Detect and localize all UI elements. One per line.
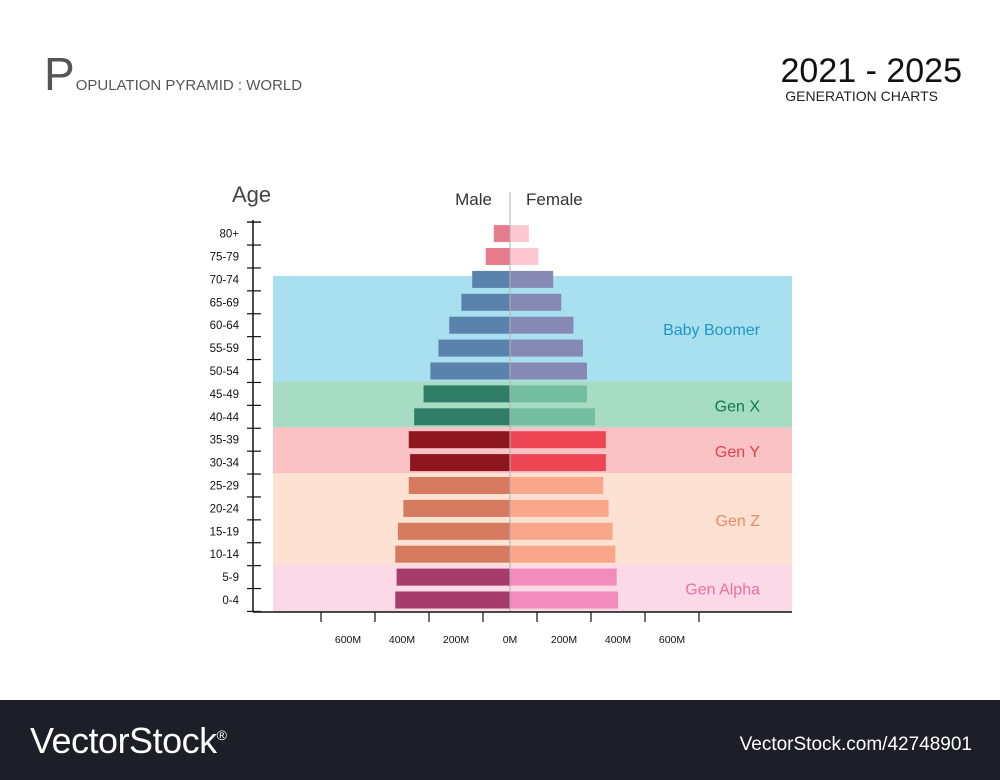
- year-range: 2021 - 2025: [780, 52, 963, 90]
- female-bar-25-29: [510, 477, 604, 494]
- male-bar-25-29: [408, 477, 510, 494]
- age-label-45-49: 45-49: [210, 389, 239, 401]
- female-bar-55-59: [510, 339, 583, 357]
- age-label-15-19: 15-19: [210, 526, 239, 538]
- female-bar-10-14: [510, 545, 616, 563]
- age-label-70-74: 70-74: [210, 274, 240, 286]
- female-bar-40-44: [510, 408, 596, 426]
- age-label-50-54: 50-54: [210, 366, 240, 378]
- male-bar-0-4: [395, 591, 510, 609]
- x-tick-label: 200M: [551, 634, 577, 646]
- subtitle: GENERATION CHARTS: [785, 88, 938, 104]
- female-bar-20-24: [510, 499, 609, 517]
- male-bar-45-49: [423, 385, 510, 403]
- female-bar-70-74: [510, 270, 554, 288]
- age-label-0-4: 0-4: [222, 595, 239, 607]
- x-tick-label: 600M: [335, 634, 361, 646]
- female-bar-65-69: [510, 293, 562, 311]
- title-rest: OPULATION PYRAMID : WORLD: [75, 77, 303, 94]
- male-bar-75-79: [485, 248, 510, 265]
- x-tick-label: 400M: [389, 634, 415, 646]
- age-label-30-34: 30-34: [210, 458, 240, 470]
- male-header: Male: [455, 190, 492, 209]
- generation-label-gen-alpha: Gen Alpha: [685, 582, 760, 599]
- male-bar-55-59: [438, 339, 510, 357]
- female-bar-45-49: [510, 385, 587, 403]
- female-bar-30-34: [510, 454, 606, 472]
- population-pyramid-chart: Baby Boomer Gen X Gen Y Gen Z Gen Alpha Male F…: [210, 182, 792, 646]
- female-bar-60-64: [510, 316, 574, 334]
- male-bar-15-19: [397, 522, 510, 540]
- age-label-20-24: 20-24: [210, 503, 240, 515]
- generation-label-baby-boomer: Baby Boomer: [663, 322, 761, 339]
- age-label-55-59: 55-59: [210, 343, 239, 355]
- y-axis-title: Age: [232, 182, 271, 207]
- male-bar-60-64: [449, 316, 510, 334]
- age-label-40-44: 40-44: [210, 412, 240, 424]
- male-bar-30-34: [410, 454, 510, 472]
- page-title: POPULATION PYRAMID : WORLD: [44, 48, 303, 100]
- male-bar-35-39: [408, 431, 510, 449]
- female-bar-35-39: [510, 431, 606, 449]
- age-label-80plus: 80+: [219, 229, 239, 241]
- male-bar-70-74: [472, 270, 510, 288]
- stock-id: VectorStock.com/42748901: [739, 734, 972, 755]
- x-tick-label: 400M: [605, 634, 631, 646]
- x-tick-label: 200M: [443, 634, 469, 646]
- male-bar-80plus: [493, 225, 510, 243]
- generation-label-gen-y: Gen Y: [715, 444, 760, 461]
- age-label-25-29: 25-29: [210, 481, 239, 493]
- brand-logo: VectorStock®: [30, 720, 227, 762]
- age-label-65-69: 65-69: [210, 297, 239, 309]
- age-label-5-9: 5-9: [222, 572, 239, 584]
- male-bar-10-14: [395, 545, 510, 563]
- female-bar-75-79: [510, 248, 539, 265]
- male-bar-20-24: [403, 499, 510, 517]
- male-bar-5-9: [396, 568, 510, 586]
- female-bar-0-4: [510, 591, 618, 609]
- female-header: Female: [526, 190, 583, 209]
- registered-mark: ®: [216, 727, 227, 743]
- female-bar-15-19: [510, 522, 613, 540]
- footer-bar: VectorStock® VectorStock.com/42748901: [0, 700, 1000, 780]
- x-tick-label: 600M: [659, 634, 685, 646]
- generation-label-gen-x: Gen X: [715, 398, 761, 415]
- brand-name: VectorStock: [30, 720, 217, 761]
- female-bar-80plus: [510, 225, 529, 243]
- generation-label-gen-z: Gen Z: [716, 513, 761, 530]
- female-bar-5-9: [510, 568, 617, 586]
- age-label-35-39: 35-39: [210, 435, 239, 447]
- male-bar-65-69: [461, 293, 510, 311]
- female-bar-50-54: [510, 362, 587, 380]
- x-tick-label: 0M: [503, 634, 518, 646]
- age-label-60-64: 60-64: [210, 320, 240, 332]
- age-label-75-79: 75-79: [210, 252, 239, 264]
- title-first-letter: P: [44, 48, 75, 100]
- age-label-10-14: 10-14: [210, 549, 240, 561]
- male-bar-40-44: [414, 408, 510, 426]
- male-bar-50-54: [430, 362, 510, 380]
